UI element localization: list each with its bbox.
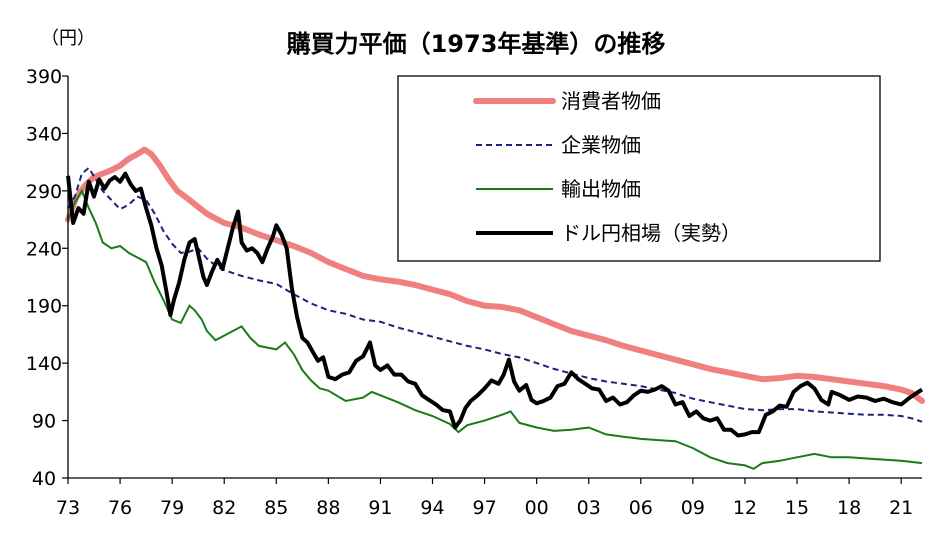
legend-box — [397, 75, 881, 262]
x-tick-label: 09 — [681, 497, 705, 519]
y-tick-label: 340 — [26, 123, 62, 145]
legend-label-2: 企業物価 — [561, 133, 641, 157]
chart-title: 購買力平価（1973年基準）の推移 — [287, 30, 666, 58]
x-tick-label: 18 — [837, 497, 861, 519]
x-tick-label: 97 — [472, 497, 496, 519]
y-tick-label: 240 — [26, 238, 62, 260]
y-tick-label: 190 — [26, 296, 62, 318]
x-tick-label: 15 — [785, 497, 809, 519]
series-line-1 — [65, 146, 925, 404]
x-tick-label: 79 — [160, 497, 184, 519]
plot-area: 40 90 140 190 240 290 340 390 73 76 79 82 85 88 91 94 97… — [26, 66, 925, 519]
x-tick-label: 06 — [629, 497, 653, 519]
y-tick-label: 40 — [32, 468, 56, 490]
y-axis-unit-label: （円） — [41, 28, 95, 49]
series-line-2 — [67, 166, 923, 423]
axes-layer — [62, 75, 922, 484]
series-layer — [65, 146, 925, 470]
y-tick-label: 140 — [26, 353, 62, 375]
x-tick-label: 88 — [316, 497, 340, 519]
x-tick-label: 12 — [733, 497, 757, 519]
x-tick-label: 03 — [577, 497, 601, 519]
legend-label-4: ドル円相場（実勢） — [561, 221, 741, 245]
legend-label-3: 輸出物価 — [561, 177, 641, 201]
x-tick-label: 85 — [264, 497, 288, 519]
y-tick-label: 90 — [32, 411, 56, 433]
series-line-4 — [66, 171, 924, 438]
x-tick-label: 94 — [420, 497, 444, 519]
x-tick-label: 73 — [56, 497, 80, 519]
legend-label-1: 消費者物価 — [561, 89, 661, 113]
series-line-3 — [67, 188, 923, 470]
y-tick-label: 390 — [26, 66, 62, 88]
x-tick-label: 82 — [212, 497, 236, 519]
y-tick-label: 290 — [26, 181, 62, 203]
x-tick-label: 21 — [889, 497, 913, 519]
x-tick-label: 76 — [108, 497, 132, 519]
x-tick-label: 00 — [525, 497, 549, 519]
x-tick-label: 91 — [368, 497, 392, 519]
tick-labels-layer: 40 90 140 190 240 290 340 390 73 76 79 82 85 88 91 94 97… — [26, 66, 913, 519]
